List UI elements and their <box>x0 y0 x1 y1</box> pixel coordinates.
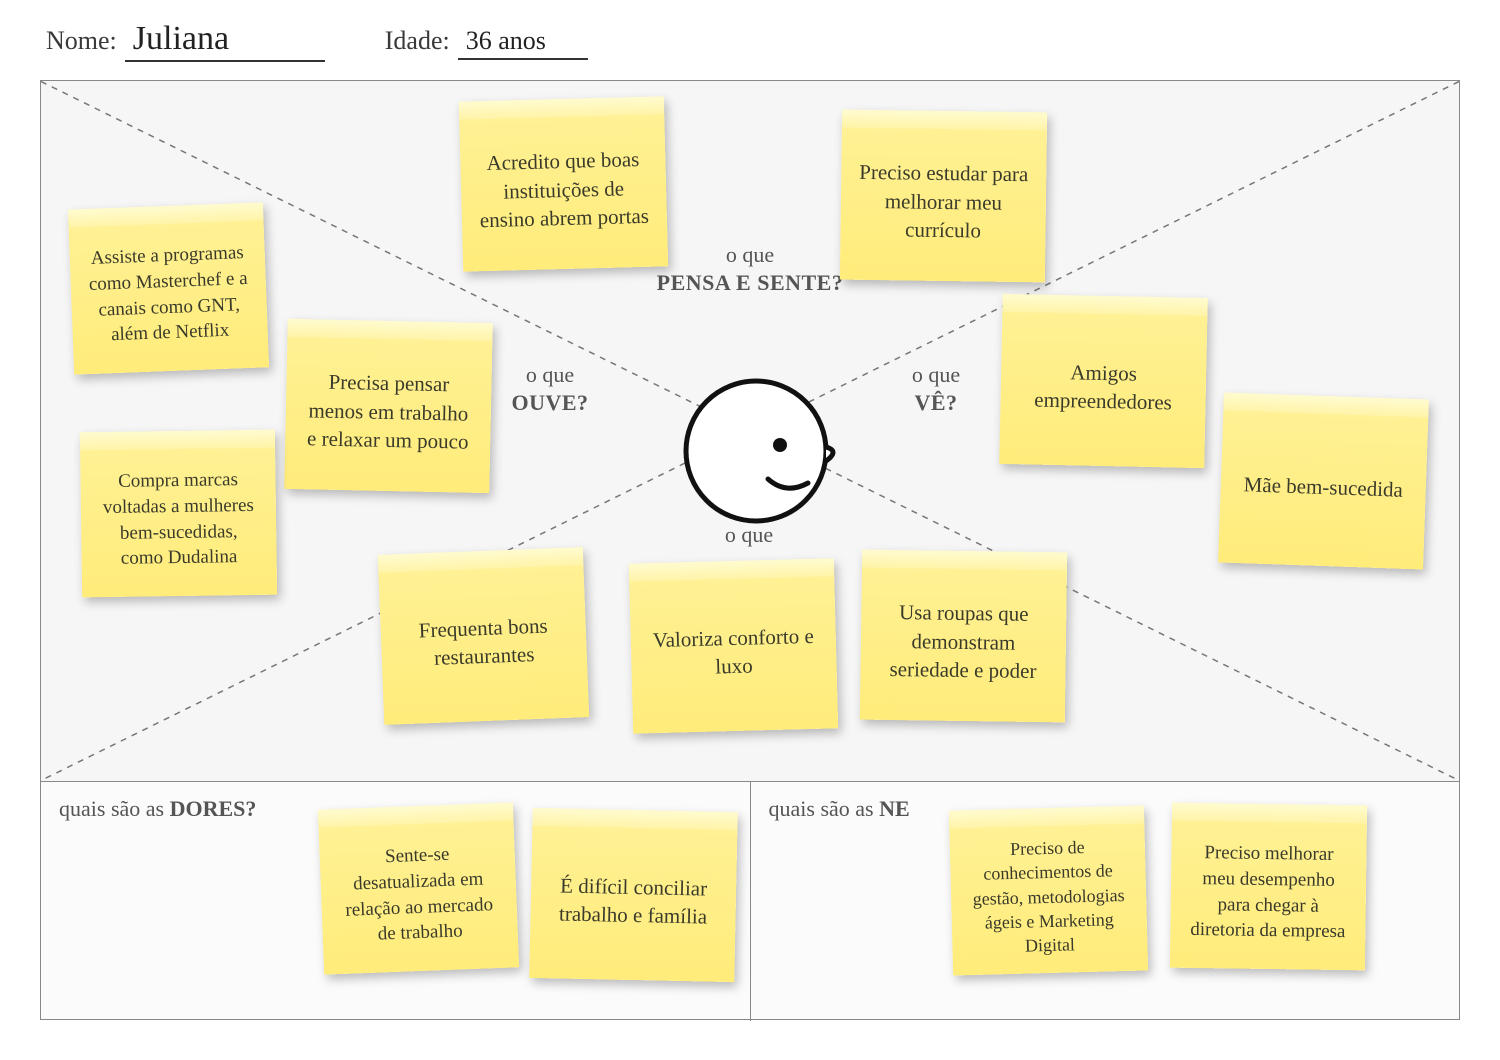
note-need-1: Preciso de conhecimentos de gestão, meto… <box>948 805 1147 976</box>
persona-head-icon <box>676 371 836 531</box>
note-need-2: Preciso melhorar meu desempenho para che… <box>1169 803 1366 971</box>
name-value: Juliana <box>125 20 325 62</box>
needs-section: quais são as NE Preciso de conhecimentos… <box>750 781 1460 1021</box>
empathy-map-canvas: o que PENSA E SENTE? o que OUVE? o que V… <box>40 80 1460 1020</box>
note-hear-2: Precisa pensar menos em trabalho e relax… <box>284 319 493 493</box>
needs-label: quais são as NE <box>769 796 910 821</box>
label-see: o que VÊ? <box>881 361 991 416</box>
age-label: Idade: <box>385 26 450 56</box>
note-pain-2: É difícil conciliar trabalho e família <box>529 808 738 982</box>
note-think-2: Preciso estudar para melhorar meu curríc… <box>840 110 1047 283</box>
note-hear-1: Assiste a programas como Masterchef e a … <box>68 202 269 374</box>
age-value: 36 anos <box>458 26 588 60</box>
pains-section: quais são as DORES? Sente-se desatualiza… <box>41 781 750 1021</box>
note-do-1: Frequenta bons restaurantes <box>378 547 589 725</box>
note-think-1: Acredito que boas instituições de ensino… <box>459 96 668 271</box>
label-hear: o que OUVE? <box>495 361 605 416</box>
pains-label: quais são as DORES? <box>59 796 256 821</box>
bottom-area: quais são as DORES? Sente-se desatualiza… <box>41 781 1459 1021</box>
name-label: Nome: <box>46 26 117 56</box>
note-hear-3: Compra marcas voltadas a mulheres bem-su… <box>80 430 277 598</box>
note-see-2: Mãe bem-sucedida <box>1218 392 1429 569</box>
note-do-3: Usa roupas que demonstram seriedade e po… <box>860 550 1067 723</box>
age-field: Idade: 36 anos <box>385 26 588 60</box>
note-pain-1: Sente-se desatualizada em relação ao mer… <box>318 802 519 974</box>
name-field: Nome: Juliana <box>46 20 325 62</box>
note-do-2: Valoriza conforto e luxo <box>629 558 838 733</box>
label-think: o que PENSA E SENTE? <box>635 241 865 296</box>
note-see-1: Amigos empreendedores <box>999 294 1208 468</box>
header: Nome: Juliana Idade: 36 anos <box>40 20 1460 62</box>
